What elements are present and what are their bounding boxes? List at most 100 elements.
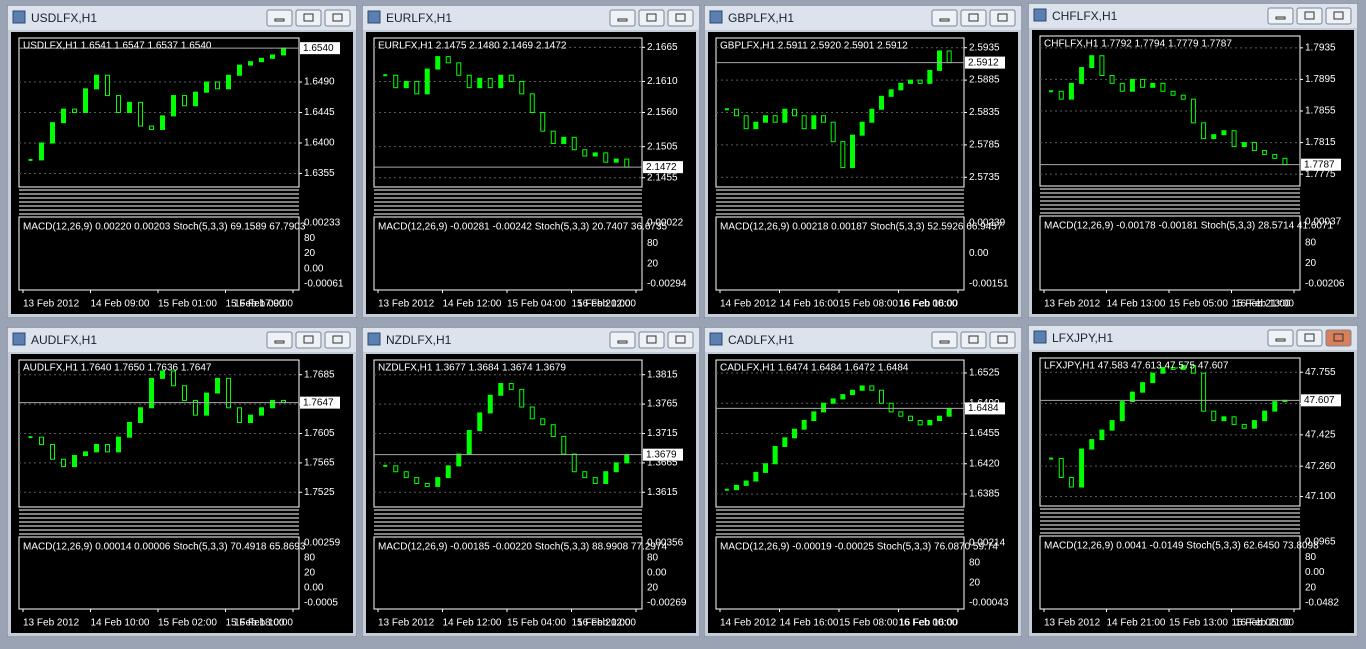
chart-window[interactable]: LFXJPY,H147.75547.59047.42547.26047.1004… [1028,325,1358,637]
candle [763,463,768,473]
bid-label: 1.7647 [303,397,334,408]
price-label: 2.1665 [647,42,678,53]
minimize-button[interactable] [1267,329,1294,347]
bid-label: 1.3679 [646,449,677,460]
window-title: GBPLFX,H1 [728,11,794,25]
indicator-header: MACD(12,26,9) 0.00220 0.00203 Stoch(5,3,… [23,222,306,233]
close-button[interactable] [324,9,351,27]
button-glyph [303,13,314,22]
button-glyph [274,340,285,344]
close-button[interactable] [324,331,351,349]
candle [946,407,952,417]
restore-button[interactable] [960,331,987,349]
indicator-label: 0.0965 [1305,537,1336,548]
candle [743,480,749,486]
price-label: 1.6490 [304,77,335,88]
candle [1221,416,1227,422]
minimize-button[interactable] [931,331,958,349]
chart-window[interactable]: GBPLFX,H1 2.5935 2.5885 2.5835 2.5785 2.5735 2… [704,5,1022,318]
chart-window[interactable]: CHFLFX,H11.79351.78951.78551.78151.77751… [1028,3,1358,318]
window-icon [1033,330,1047,344]
minimize-button[interactable] [266,9,293,27]
chart-window[interactable]: USDLFX,H1 1.6490 1.6445 1.6400 1.6355 1.6540 U… [7,5,357,318]
candle [1272,401,1278,412]
chart-body [366,32,696,314]
restore-button[interactable] [960,9,987,27]
time-label: 13 Feb 2012 [1044,618,1101,629]
restore-button[interactable] [295,331,322,349]
candle [414,477,420,484]
candle [753,471,759,482]
candle [519,80,525,95]
candle [782,108,788,123]
candle [811,411,817,422]
window-title: AUDLFX,H1 [31,333,97,347]
chart-window[interactable]: NZDLFX,H1 1.3815 1.3765 1.3715 1.3665 1.3615 1… [362,327,700,637]
candle [1049,457,1054,460]
indicator-label: 20 [969,578,981,589]
indicator-header: MACD(12,26,9) -0.00019 -0.00025 Stoch(5,… [720,542,998,553]
minimize-button[interactable] [266,331,293,349]
window-title: EURLFX,H1 [386,11,452,25]
price-label: 1.6400 [304,138,335,149]
candle [1058,458,1064,479]
candle [1140,78,1146,88]
candle [1089,55,1095,69]
price-label: 47.425 [1305,429,1336,440]
close-button[interactable] [989,331,1016,349]
candle [1109,420,1115,431]
chart-body [366,354,696,633]
candle [445,465,451,479]
price-label: 1.3615 [647,487,678,498]
candle [182,385,187,401]
minimize-button[interactable] [931,9,958,27]
restore-button[interactable] [295,9,322,27]
candle [445,56,451,64]
time-label: 15 Feb 18:00 [226,618,285,629]
close-button[interactable] [1325,329,1352,347]
candle [1140,382,1146,393]
candle [908,79,913,84]
candle [403,80,409,89]
candle [582,149,588,157]
minimize-button[interactable] [1267,7,1294,25]
candle [1190,365,1196,374]
bid-box [643,448,683,461]
time-label: 15 Feb 04:00 [507,299,566,310]
restore-button[interactable] [1296,329,1323,347]
minimize-button[interactable] [609,9,636,27]
candle [28,158,33,161]
price-label: 1.3765 [647,399,678,410]
time-label: 16 Feb 12:00 [577,299,636,310]
indicator-pane [1039,215,1301,291]
close-button[interactable] [989,9,1016,27]
price-label: 47.755 [1305,367,1336,378]
chart-window[interactable]: EURLFX,H12.16652.16102.15602.15052.14552… [362,5,700,318]
time-label: 16 Feb 16:00 [899,618,958,629]
time-label: 14 Feb 16:00 [780,618,839,629]
restore-button[interactable] [638,331,665,349]
restore-button[interactable] [638,9,665,27]
price-label: 1.7775 [1305,169,1336,180]
indicator-pane [373,216,643,291]
close-button[interactable] [667,331,694,349]
candle [1160,366,1166,374]
button-glyph [675,13,686,22]
candle [1211,410,1217,422]
candle [456,453,462,467]
candle [403,471,409,479]
button-glyph [939,18,950,22]
restore-button[interactable] [1296,7,1323,25]
chart-window[interactable]: AUDLFX,H11.76851.76451.76051.75651.75251… [7,327,357,637]
candle [61,458,66,468]
minimize-button[interactable] [609,331,636,349]
indicator-label: -0.00206 [1305,279,1345,290]
close-button[interactable] [1325,7,1352,25]
time-label: 13 Feb 2012 [23,299,80,310]
candle [414,80,420,95]
button-glyph [1304,11,1315,20]
close-button[interactable] [667,9,694,27]
chart-window[interactable]: CADLFX,H11.65251.64901.64551.64201.63851… [704,327,1022,637]
time-label: 15 Feb 20:00 [572,618,631,629]
bid-label: 1.7787 [1304,159,1335,170]
